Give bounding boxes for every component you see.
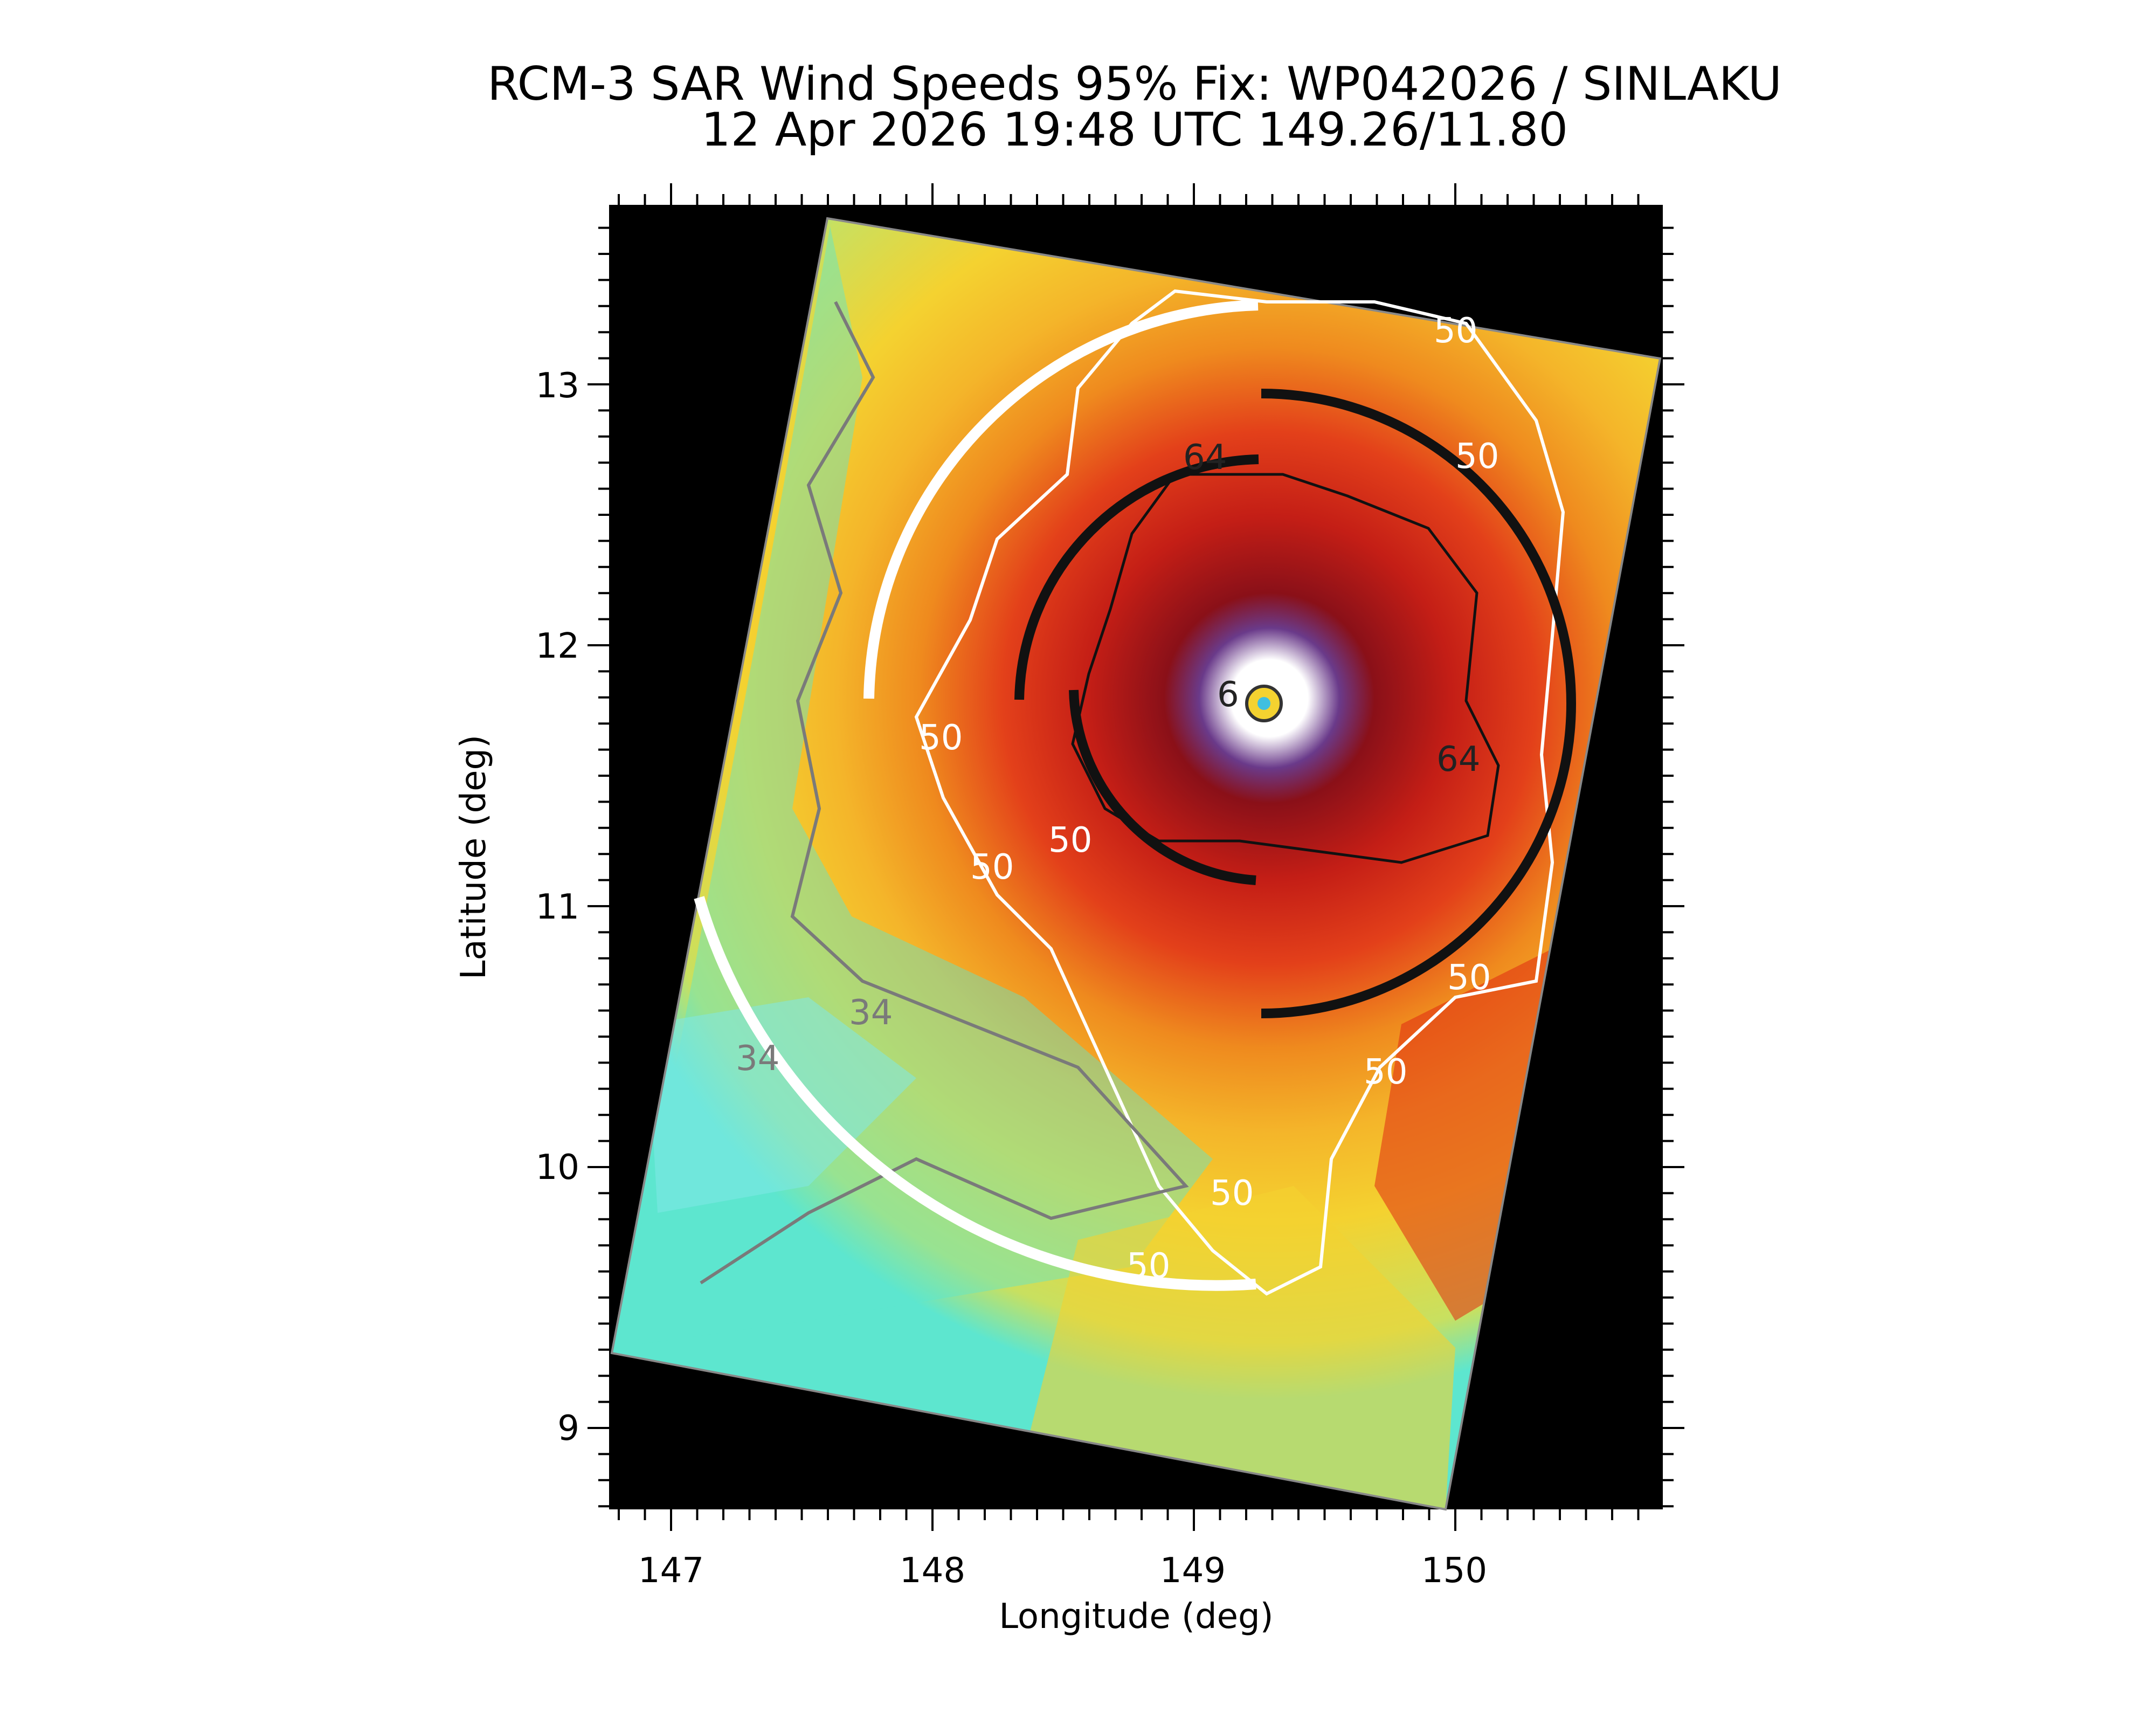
label-64kt: 64 [1436, 740, 1480, 779]
radii-50kt-arc-sw [1069, 689, 1256, 885]
x-axis-label: Longitude (deg) [999, 1597, 1273, 1637]
radii-34kt-arc-sw [694, 896, 1256, 1291]
y-tick-label: 9 [557, 1409, 579, 1448]
y-tick-labels: 13 12 11 10 9 [536, 366, 579, 1448]
contour-labels: 34 34 50 50 50 50 50 50 50 50 50 64 64 6 [736, 311, 1499, 1286]
radii-50kt-arc-east [1261, 389, 1576, 1018]
y-tick-label: 13 [536, 366, 579, 406]
y-tick-label: 12 [536, 626, 579, 666]
y-tick-label: 11 [536, 887, 579, 927]
x-tick-label: 147 [638, 1551, 704, 1591]
axis-ticks [588, 183, 1684, 1531]
y-axis-label: Latitude (deg) [454, 735, 494, 979]
contour-64kt [1071, 473, 1500, 864]
label-34kt: 34 [849, 993, 893, 1033]
x-tick-label: 148 [900, 1551, 965, 1591]
label-50kt: 50 [1048, 820, 1092, 860]
label-50kt: 50 [1434, 311, 1477, 351]
radii-34kt-arc-nw [863, 300, 1259, 699]
label-50kt: 50 [1127, 1246, 1170, 1286]
label-50kt: 50 [1364, 1052, 1407, 1092]
contour-34kt [700, 301, 1189, 1285]
label-50kt: 50 [919, 718, 963, 758]
label-34kt: 34 [736, 1039, 779, 1079]
x-tick-label: 150 [1421, 1551, 1487, 1591]
x-tick-labels: 147 148 149 150 [638, 1551, 1487, 1591]
x-tick-label: 149 [1160, 1551, 1226, 1591]
figure-title-line1: RCM-3 SAR Wind Speeds 95% Fix: WP042026 … [487, 57, 1782, 111]
label-50kt: 50 [970, 847, 1014, 887]
label-eye: 6 [1217, 675, 1239, 715]
label-50kt: 50 [1210, 1174, 1254, 1213]
label-50kt: 50 [1447, 958, 1491, 998]
contour-50kt [914, 289, 1565, 1296]
figure-title-line2: 12 Apr 2026 19:48 UTC 149.26/11.80 [701, 103, 1568, 157]
label-64kt: 64 [1183, 438, 1227, 478]
swath-outline [610, 217, 1662, 1511]
y-tick-label: 10 [536, 1148, 579, 1188]
radii-50kt-arc-nw [1014, 454, 1259, 700]
label-50kt: 50 [1455, 437, 1499, 477]
